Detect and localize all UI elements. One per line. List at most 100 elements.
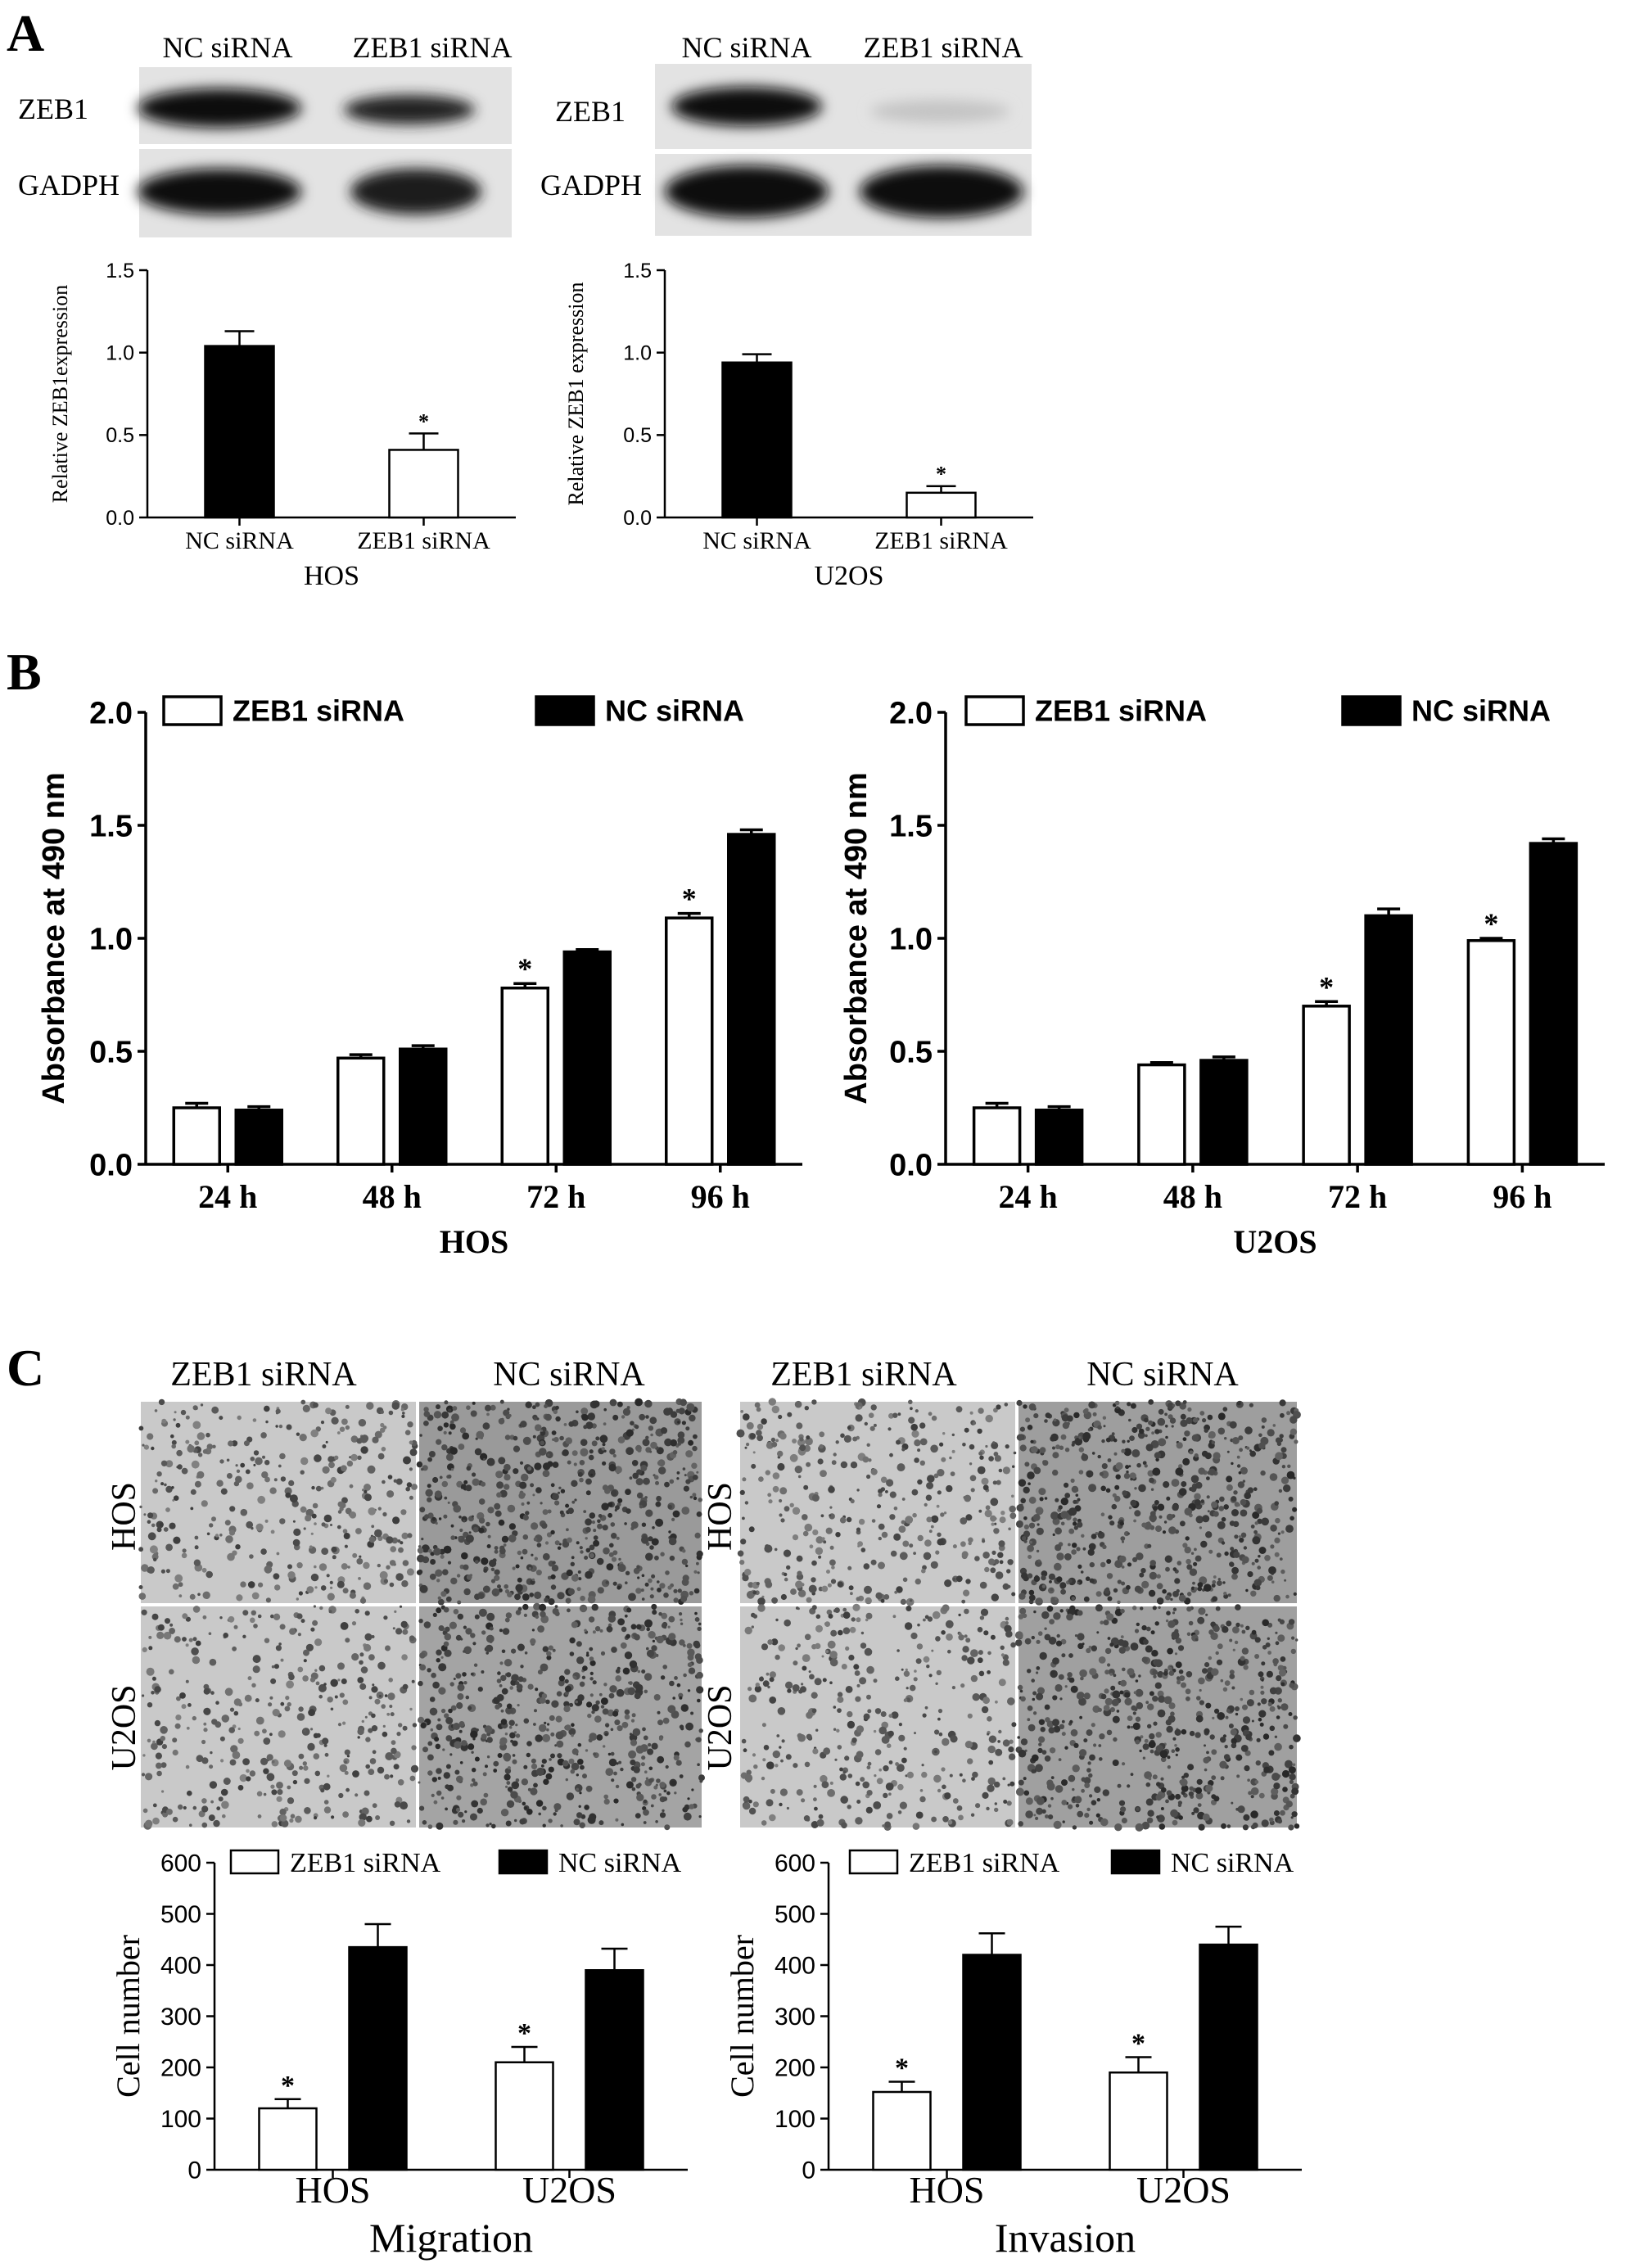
cell-speckle xyxy=(236,1594,243,1602)
cell-speckle xyxy=(880,1476,887,1484)
cell-speckle xyxy=(677,1421,680,1424)
cell-speckle xyxy=(1181,1791,1186,1796)
cell-speckle xyxy=(411,1484,418,1490)
cell-speckle xyxy=(436,1607,442,1614)
cell-speckle xyxy=(240,1508,248,1516)
cell-speckle xyxy=(687,1662,693,1668)
cell-speckle xyxy=(1140,1735,1144,1739)
cell-speckle xyxy=(349,1484,354,1489)
cell-speckle xyxy=(522,1593,530,1601)
cell-speckle xyxy=(1186,1632,1191,1637)
cell-speckle xyxy=(646,1647,649,1651)
bar xyxy=(1302,1005,1351,1166)
cell-speckle xyxy=(591,1710,595,1715)
cell-speckle xyxy=(472,1478,480,1486)
cell-speckle xyxy=(1070,1478,1075,1483)
x-tick-label: 24 h xyxy=(198,1178,257,1215)
cell-speckle xyxy=(1100,1693,1107,1700)
cell-speckle xyxy=(340,1622,349,1630)
cell-speckle xyxy=(1073,1525,1078,1530)
cell-speckle xyxy=(1037,1559,1041,1563)
cell-speckle xyxy=(1158,1606,1161,1610)
cell-speckle xyxy=(1215,1651,1219,1656)
cell-speckle xyxy=(525,1401,532,1409)
cell-speckle xyxy=(648,1766,653,1771)
cell-speckle xyxy=(1055,1444,1060,1450)
cell-speckle xyxy=(532,1405,536,1410)
cell-speckle xyxy=(616,1762,619,1765)
y-tick-label: 0.5 xyxy=(106,424,134,447)
cell-speckle xyxy=(996,1480,1001,1485)
cell-speckle xyxy=(939,1442,944,1447)
cell-speckle xyxy=(546,1532,553,1538)
cell-speckle xyxy=(1221,1541,1226,1545)
cell-speckle xyxy=(483,1457,486,1461)
cell-speckle xyxy=(1084,1813,1090,1818)
cell-speckle xyxy=(577,1742,582,1747)
cell-speckle xyxy=(992,1480,997,1485)
cell-speckle xyxy=(636,1469,643,1475)
cell-speckle xyxy=(533,1416,537,1421)
cell-speckle xyxy=(264,1519,269,1523)
cell-speckle xyxy=(1086,1647,1091,1654)
cell-speckle xyxy=(1289,1516,1294,1521)
cell-speckle xyxy=(1006,1569,1011,1574)
cell-speckle xyxy=(314,1522,317,1525)
cell-speckle xyxy=(898,1723,902,1727)
cell-speckle xyxy=(531,1522,539,1530)
cell-speckle xyxy=(802,1654,811,1662)
cell-speckle xyxy=(576,1656,585,1665)
cell-speckle xyxy=(1257,1702,1261,1706)
cell-speckle xyxy=(182,1613,188,1620)
cell-speckle xyxy=(201,1739,206,1745)
cell-speckle xyxy=(663,1789,667,1793)
cell-speckle xyxy=(359,1660,364,1665)
cell-speckle xyxy=(445,1784,450,1790)
cell-speckle xyxy=(1285,1594,1289,1599)
cell-speckle xyxy=(1175,1400,1181,1407)
cell-speckle xyxy=(1071,1443,1075,1447)
cell-speckle xyxy=(420,1722,427,1728)
cell-speckle xyxy=(1036,1796,1045,1805)
cell-speckle xyxy=(533,1537,538,1542)
cell-speckle xyxy=(1068,1774,1076,1782)
cell-speckle xyxy=(1231,1462,1234,1466)
cell-speckle xyxy=(201,1805,209,1813)
cell-speckle xyxy=(756,1407,761,1412)
cell-speckle xyxy=(1097,1425,1102,1430)
cell-speckle xyxy=(651,1645,657,1651)
cell-speckle xyxy=(815,1728,819,1732)
cell-speckle xyxy=(1177,1645,1185,1651)
cell-speckle xyxy=(668,1537,677,1546)
cell-speckle xyxy=(219,1736,225,1742)
cell-speckle xyxy=(1066,1421,1070,1426)
cell-speckle xyxy=(394,1801,401,1808)
cell-speckle xyxy=(1223,1754,1231,1760)
cell-speckle xyxy=(626,1781,634,1789)
cell-speckle xyxy=(850,1462,858,1469)
cell-speckle xyxy=(296,1432,300,1436)
cell-speckle xyxy=(336,1431,341,1434)
cell-speckle xyxy=(749,1433,757,1439)
cell-speckle xyxy=(585,1421,594,1430)
cell-speckle xyxy=(215,1534,219,1538)
cell-speckle xyxy=(188,1638,193,1642)
cell-speckle xyxy=(580,1448,589,1457)
cell-speckle xyxy=(1193,1807,1199,1814)
cell-speckle xyxy=(831,1565,835,1570)
cell-speckle xyxy=(337,1501,344,1508)
cell-speckle xyxy=(192,1421,201,1430)
cell-speckle xyxy=(1174,1652,1178,1656)
cell-speckle xyxy=(1276,1441,1282,1447)
x-tick-label: HOS xyxy=(909,2169,984,2211)
cell-speckle xyxy=(359,1597,367,1604)
cell-speckle xyxy=(908,1399,913,1405)
cell-speckle xyxy=(192,1805,197,1810)
cell-speckle xyxy=(1126,1584,1131,1590)
cell-speckle xyxy=(571,1621,579,1629)
cell-speckle xyxy=(201,1500,208,1507)
cell-speckle xyxy=(1258,1792,1265,1799)
cell-speckle xyxy=(145,1819,153,1828)
cell-speckle xyxy=(463,1650,466,1653)
